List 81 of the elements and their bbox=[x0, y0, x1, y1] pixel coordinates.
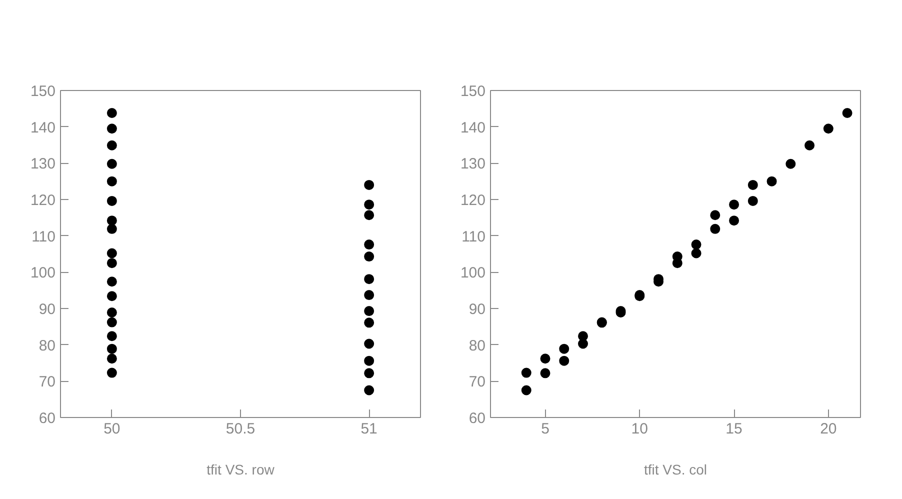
y-tick-label: 100 bbox=[460, 264, 486, 282]
point bbox=[364, 356, 374, 366]
point bbox=[106, 344, 117, 354]
point bbox=[364, 338, 374, 349]
y-tick-label: 90 bbox=[468, 301, 486, 318]
point bbox=[106, 158, 117, 169]
x-tick-label: 50.5 bbox=[226, 420, 256, 438]
point bbox=[364, 368, 374, 378]
y-tick-label: 80 bbox=[38, 337, 56, 354]
point bbox=[106, 224, 117, 234]
point bbox=[559, 344, 570, 354]
point bbox=[364, 180, 374, 190]
y-tick-label: 140 bbox=[30, 119, 56, 136]
point bbox=[691, 240, 702, 250]
y-tick-label: 110 bbox=[32, 228, 56, 246]
x-tick-label: 10 bbox=[631, 420, 648, 438]
point bbox=[106, 258, 117, 268]
point bbox=[106, 196, 117, 206]
point bbox=[578, 338, 588, 349]
point bbox=[106, 308, 117, 318]
point bbox=[842, 108, 852, 118]
point bbox=[106, 248, 117, 258]
point bbox=[521, 385, 532, 396]
point bbox=[364, 240, 374, 250]
point bbox=[364, 318, 374, 328]
point bbox=[804, 140, 815, 150]
x-tick-label: 50 bbox=[104, 420, 120, 438]
point bbox=[823, 124, 834, 134]
point bbox=[540, 368, 550, 378]
y-tick-label: 120 bbox=[460, 192, 486, 209]
y-tick-label: 130 bbox=[30, 156, 56, 173]
point bbox=[106, 176, 117, 186]
point bbox=[748, 180, 758, 190]
y-tick-label: 70 bbox=[38, 374, 56, 391]
x-tick-label: 20 bbox=[820, 420, 837, 438]
point bbox=[786, 158, 796, 169]
point bbox=[106, 140, 117, 150]
point bbox=[106, 368, 117, 378]
x-axis-title: tfit VS. col bbox=[644, 462, 708, 478]
point bbox=[766, 176, 777, 186]
y-tick-label: 80 bbox=[468, 337, 486, 354]
point bbox=[106, 317, 117, 328]
point bbox=[106, 124, 117, 134]
x-axis-title: tfit VS. row bbox=[206, 462, 276, 478]
point bbox=[748, 196, 758, 206]
x-tick-label: 5 bbox=[541, 420, 550, 438]
point bbox=[106, 276, 117, 287]
y-tick-label: 90 bbox=[38, 301, 56, 318]
point bbox=[106, 331, 117, 342]
y-tick-label: 110 bbox=[462, 228, 486, 246]
y-tick-label: 130 bbox=[460, 156, 486, 173]
point bbox=[364, 385, 374, 396]
point bbox=[672, 258, 682, 268]
y-tick-label: 150 bbox=[30, 83, 56, 100]
point bbox=[106, 108, 117, 118]
point bbox=[540, 354, 550, 364]
y-tick-label: 100 bbox=[30, 264, 56, 282]
point bbox=[364, 290, 374, 300]
point bbox=[364, 306, 374, 316]
point bbox=[710, 224, 720, 234]
point bbox=[364, 252, 374, 262]
point bbox=[364, 200, 374, 210]
point bbox=[521, 368, 532, 378]
point bbox=[364, 274, 374, 284]
point bbox=[559, 356, 570, 366]
point bbox=[364, 210, 374, 220]
y-tick-label: 140 bbox=[460, 119, 486, 136]
point bbox=[106, 354, 117, 364]
x-tick-label: 51 bbox=[360, 420, 378, 438]
point bbox=[729, 216, 740, 226]
x-tick-label: 15 bbox=[726, 420, 742, 438]
point bbox=[106, 216, 117, 226]
point bbox=[691, 248, 702, 258]
y-tick-label: 70 bbox=[468, 374, 486, 391]
point bbox=[729, 200, 740, 210]
y-tick-label: 60 bbox=[468, 410, 486, 427]
y-tick-label: 120 bbox=[30, 192, 56, 209]
point bbox=[710, 210, 720, 220]
point bbox=[106, 291, 117, 302]
y-tick-label: 150 bbox=[460, 83, 486, 100]
y-tick-label: 60 bbox=[38, 410, 56, 427]
